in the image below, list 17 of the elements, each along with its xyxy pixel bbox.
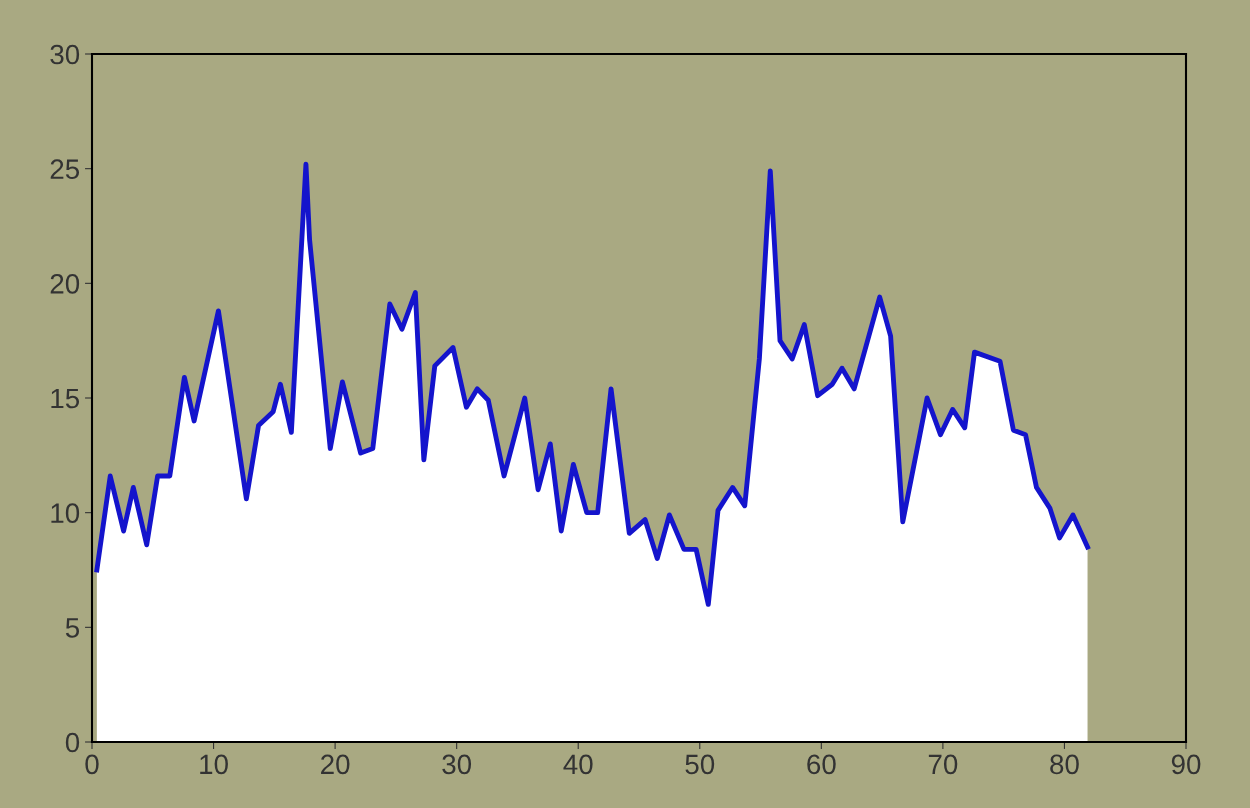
- y-tick-label: 10: [51, 503, 80, 524]
- x-tick-label: 0: [85, 754, 99, 775]
- x-tick-label: 70: [928, 754, 958, 775]
- y-tick-label: 25: [50, 159, 80, 180]
- x-tick-label: 10: [200, 754, 228, 775]
- x-tick-label: 60: [807, 754, 836, 775]
- x-tick-label: 40: [563, 754, 593, 775]
- y-tick-label: 0: [65, 732, 80, 753]
- x-tick-label: 30: [442, 754, 472, 775]
- x-tick-label: 80: [1050, 754, 1079, 775]
- y-tick-label: 5: [65, 618, 80, 638]
- x-tick-label: 20: [321, 754, 350, 775]
- y-tick-label: 30: [50, 44, 80, 65]
- x-tick-label: 50: [685, 754, 715, 775]
- x-tick-label: 90: [1171, 754, 1201, 775]
- y-tick-label: 15: [51, 388, 80, 409]
- y-tick-label: 20: [50, 274, 80, 294]
